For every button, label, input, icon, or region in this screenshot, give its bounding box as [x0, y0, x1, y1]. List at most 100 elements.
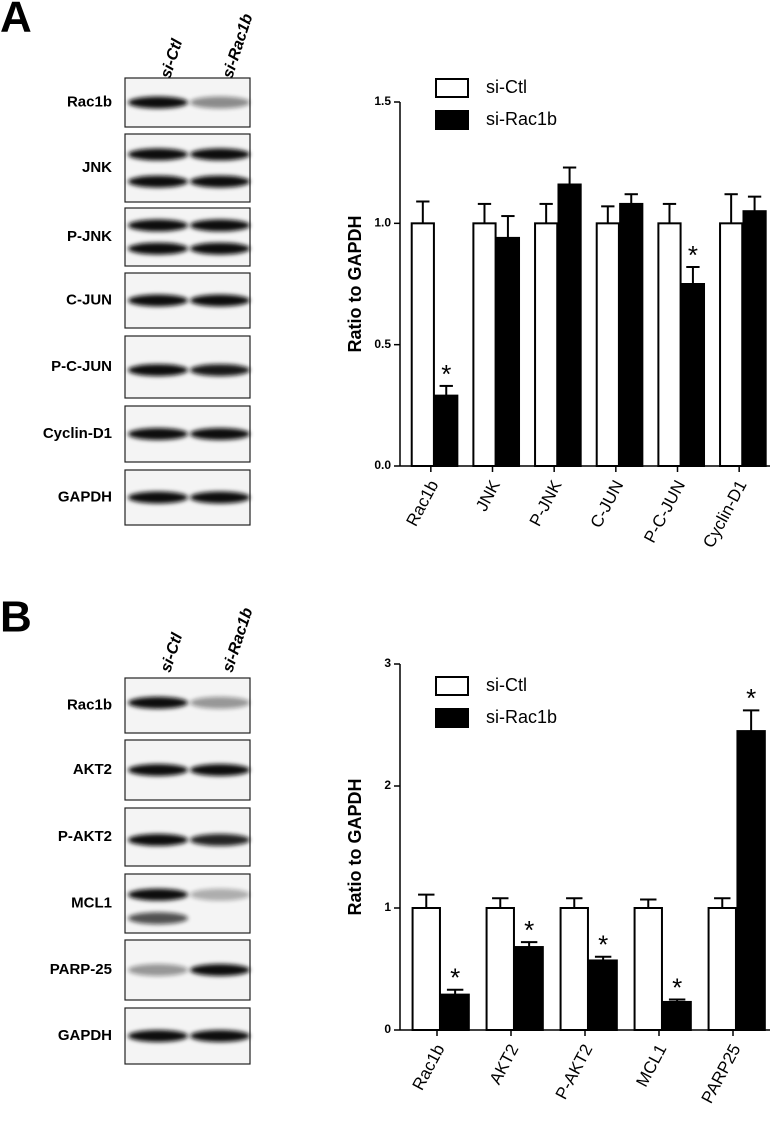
blot-band	[190, 219, 250, 232]
significance-label: *	[598, 930, 608, 960]
blot-band	[128, 888, 188, 901]
significance-label: *	[524, 915, 534, 945]
y-axis-label: Ratio to GAPDH	[345, 216, 365, 353]
row-label: Rac1b	[67, 93, 112, 110]
bar	[557, 183, 582, 468]
significance-label: *	[688, 240, 698, 270]
y-tick-label: 3	[384, 656, 391, 670]
row-label: P-JNK	[67, 228, 112, 245]
blot-band	[128, 833, 188, 846]
blot-box	[124, 873, 251, 934]
y-tick-label: 2	[384, 778, 391, 792]
blot-band	[128, 964, 188, 976]
x-tick-label: PARP25	[698, 1041, 745, 1106]
blot-band	[190, 833, 250, 846]
y-tick-label: 0.0	[374, 458, 391, 472]
row-label: JNK	[82, 159, 112, 176]
x-tick-label: AKT2	[486, 1041, 523, 1087]
y-axis-label: Ratio to GAPDH	[345, 779, 365, 916]
blot-band	[190, 294, 250, 307]
blot-band	[128, 364, 188, 377]
x-tick-label: Cyclin-D1	[699, 477, 750, 551]
significance-label: *	[672, 972, 682, 1002]
blot-band	[128, 696, 188, 709]
bar	[534, 222, 559, 467]
x-tick-label: P-JNK	[526, 476, 566, 529]
x-tick-label: Rac1b	[402, 477, 442, 529]
legend-label: si-Rac1b	[486, 109, 557, 129]
bar	[719, 222, 744, 467]
blot-band	[190, 175, 250, 188]
x-tick-label: Rac1b	[409, 1041, 449, 1093]
bar	[657, 222, 682, 467]
blot-band	[128, 912, 188, 925]
blot-box	[124, 133, 251, 203]
bar	[662, 1000, 692, 1032]
blot-band	[190, 242, 250, 255]
y-tick-label: 0	[384, 1022, 391, 1036]
bar	[440, 993, 470, 1031]
bar	[410, 222, 435, 467]
blot-band	[128, 294, 188, 307]
bar	[680, 283, 706, 467]
bar	[595, 222, 620, 467]
x-tick-label: P-AKT2	[552, 1041, 597, 1102]
legend-swatch	[435, 78, 469, 98]
legend-label: si-Ctl	[486, 77, 527, 97]
significance-label: *	[746, 683, 756, 713]
bar	[485, 907, 515, 1031]
significance-label: *	[441, 359, 451, 389]
y-tick-label: 1.0	[374, 216, 391, 230]
bar	[434, 394, 459, 468]
lane-label: si-Ctl	[158, 37, 187, 81]
blot-band	[128, 764, 188, 776]
blot-band	[190, 696, 250, 709]
row-label: GAPDH	[58, 488, 112, 505]
legend-swatch	[435, 110, 469, 130]
blot-band	[190, 148, 250, 161]
blot-band	[128, 428, 188, 440]
row-label: Cyclin-D1	[43, 425, 112, 442]
bar	[495, 236, 521, 467]
blot-band	[128, 491, 188, 504]
row-label: Rac1b	[67, 696, 112, 713]
y-tick-label: 1	[384, 900, 391, 914]
blot-band	[128, 1030, 188, 1042]
row-label: P-AKT2	[58, 828, 112, 845]
lane-label: si-Rac1b	[220, 606, 257, 675]
x-tick-label: C-JUN	[587, 477, 628, 531]
legend-label: si-Rac1b	[486, 707, 557, 727]
significance-label: *	[450, 963, 460, 993]
panel-label: A	[0, 0, 32, 42]
row-label: AKT2	[73, 761, 112, 778]
blot-band	[190, 96, 250, 109]
row-label: MCL1	[71, 894, 112, 911]
panel-label: B	[0, 593, 32, 642]
blot-band	[128, 148, 188, 161]
blot-band	[128, 96, 188, 109]
blot-band	[190, 428, 250, 440]
bar	[619, 202, 644, 467]
bar	[411, 907, 441, 1031]
blot-band	[190, 1030, 250, 1042]
bar	[633, 907, 663, 1031]
bar	[736, 730, 766, 1031]
blot-band	[190, 964, 250, 976]
legend-swatch	[435, 708, 469, 728]
legend-swatch	[435, 676, 469, 696]
row-label: P-C-JUN	[51, 358, 112, 375]
row-label: PARP-25	[50, 961, 112, 978]
lane-label: si-Ctl	[158, 631, 187, 675]
x-tick-label: JNK	[472, 476, 504, 514]
x-tick-label: MCL1	[632, 1041, 670, 1090]
lane-label: si-Rac1b	[220, 12, 257, 81]
bar	[559, 907, 589, 1031]
blot-box	[124, 207, 251, 267]
y-tick-label: 0.5	[374, 337, 391, 351]
bar	[707, 907, 737, 1031]
blot-band	[190, 888, 250, 901]
bar	[742, 210, 767, 467]
row-label: C-JUN	[66, 291, 112, 308]
blot-band	[190, 364, 250, 377]
